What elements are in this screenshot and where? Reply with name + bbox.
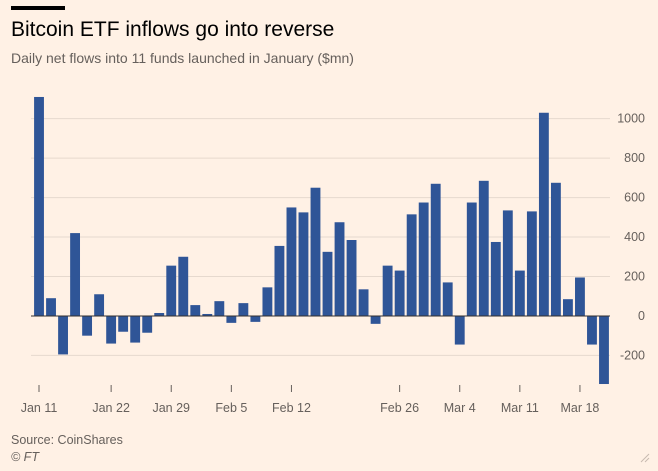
y-tick-label: 1000 [617,112,645,126]
bar [394,270,405,316]
bar [154,312,165,316]
x-tick-label: Feb 5 [215,401,247,415]
bar [370,315,381,324]
x-tick-label: Mar 11 [501,401,539,415]
bar [166,265,177,316]
bar [358,289,369,316]
bar [226,315,237,323]
y-tick-label: 200 [624,269,645,283]
x-tick-label: Feb 26 [380,401,419,415]
bar [250,315,261,322]
grid-lines [31,118,610,356]
y-tick-label: -200 [620,348,645,362]
bar [382,265,393,316]
x-tick-label: Mar 18 [560,401,599,415]
x-axis-ticks: Jan 11 Jan 22 Jan 29 Feb 5 Feb 12 Feb 26 Mar 4… [21,385,599,415]
bar [190,305,201,316]
bar [454,315,465,345]
bar-chart: -200 0 200 400 600 800 1000 Jan 11 Jan 22 Jan 29… [21,96,645,415]
bar [298,212,309,316]
bar [262,287,273,316]
bar [526,211,537,316]
bar [466,202,477,316]
bar [214,301,225,316]
bar [58,315,68,355]
bar [575,277,585,316]
bar [130,315,141,343]
bar [514,270,525,316]
bar [322,251,333,316]
bar [538,112,549,316]
chart-subtitle: Daily net flows into 11 funds launched i… [11,50,354,66]
bars [34,96,609,385]
resize-handle-icon[interactable] [640,453,650,463]
bar [418,202,429,316]
bar [599,315,609,385]
bar [490,241,501,316]
chart-title: Bitcoin ETF inflows go into reverse [11,18,335,41]
bar [478,180,489,316]
bar [34,96,44,316]
bar [274,245,285,316]
bar [502,210,513,316]
ft-top-bar [11,6,65,10]
bar [82,315,93,336]
source-note: Source: CoinShares [11,433,123,447]
y-tick-label: 400 [624,230,645,244]
bar [178,256,189,316]
bar [70,233,81,316]
x-tick-label: Jan 22 [92,401,130,415]
y-tick-label: 600 [624,191,645,205]
bar [346,240,357,316]
bar [142,315,153,333]
bar [562,299,573,316]
x-tick-label: Jan 11 [21,401,58,415]
bar [550,182,561,316]
bar [118,315,129,332]
bar [406,214,417,316]
bar [202,313,213,316]
x-tick-label: Mar 4 [444,401,476,415]
bar [587,315,597,345]
bar [310,187,321,316]
bar [238,303,249,316]
bar [46,298,56,316]
ft-credit: © FT [11,450,39,464]
y-tick-label: 0 [638,309,645,323]
bar [442,282,453,316]
bar [94,294,105,316]
y-axis-ticks: -200 0 200 400 600 800 1000 [617,112,645,363]
bar [430,183,441,316]
bar [334,222,345,316]
x-tick-label: Feb 12 [272,401,311,415]
x-tick-label: Jan 29 [152,401,190,415]
y-tick-label: 800 [624,151,645,165]
bar [286,207,297,316]
bar [106,315,117,344]
